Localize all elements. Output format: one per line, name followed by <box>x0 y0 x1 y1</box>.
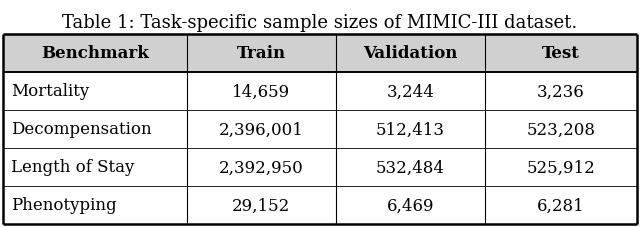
Text: Length of Stay: Length of Stay <box>11 159 134 176</box>
Text: Test: Test <box>542 45 580 62</box>
Text: Decompensation: Decompensation <box>11 121 152 138</box>
Text: 6,281: 6,281 <box>537 197 585 214</box>
Text: Benchmark: Benchmark <box>41 45 149 62</box>
Text: 3,236: 3,236 <box>537 83 585 100</box>
Text: Validation: Validation <box>363 45 458 62</box>
Text: Mortality: Mortality <box>11 83 90 100</box>
Text: Phenotyping: Phenotyping <box>11 197 117 214</box>
Text: 3,244: 3,244 <box>387 83 434 100</box>
Text: 523,208: 523,208 <box>526 121 595 138</box>
Text: 2,392,950: 2,392,950 <box>219 159 304 176</box>
Text: Table 1: Task-specific sample sizes of MIMIC-III dataset.: Table 1: Task-specific sample sizes of M… <box>62 14 578 32</box>
Text: Train: Train <box>237 45 286 62</box>
Text: 532,484: 532,484 <box>376 159 445 176</box>
Text: 14,659: 14,659 <box>232 83 291 100</box>
Text: 6,469: 6,469 <box>387 197 434 214</box>
Text: 512,413: 512,413 <box>376 121 445 138</box>
Text: 525,912: 525,912 <box>526 159 595 176</box>
Text: 29,152: 29,152 <box>232 197 291 214</box>
Text: 2,396,001: 2,396,001 <box>219 121 304 138</box>
Bar <box>3 35 637 73</box>
